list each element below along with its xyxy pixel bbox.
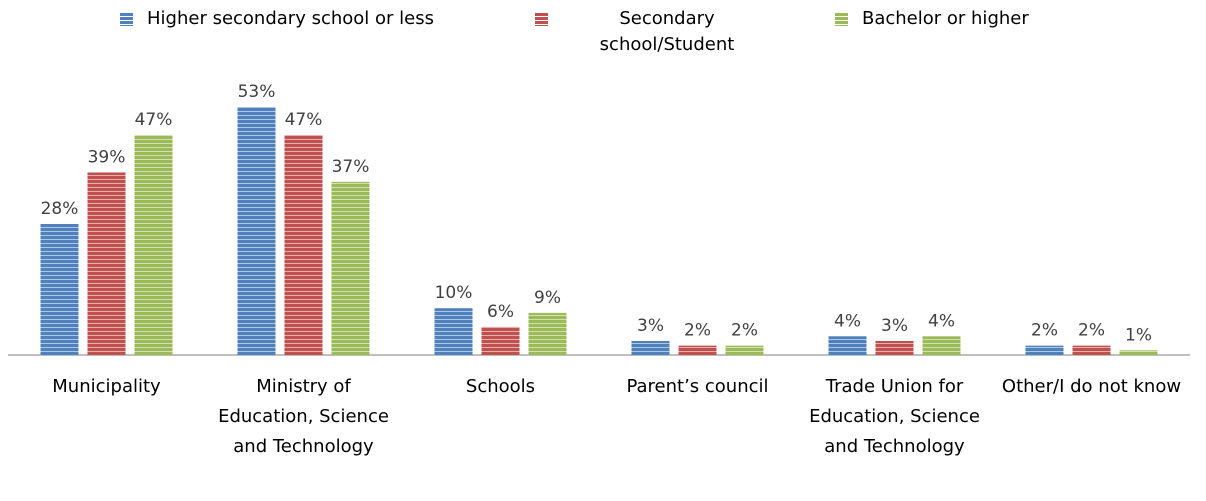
legend-swatch xyxy=(535,13,548,26)
category-label: Trade Union for Education, Science and T… xyxy=(809,376,980,457)
bar xyxy=(1072,345,1111,355)
data-label: 3% xyxy=(637,316,664,336)
bar xyxy=(134,135,173,355)
legend-item: Bachelor or higher xyxy=(835,6,1029,32)
category-label: Other/I do not know xyxy=(1001,376,1182,397)
bar xyxy=(1025,345,1064,355)
bar xyxy=(725,345,764,355)
data-label: 1% xyxy=(1125,325,1152,345)
bar xyxy=(87,172,126,355)
data-label: 3% xyxy=(881,316,908,336)
bar xyxy=(631,340,670,355)
data-label: 4% xyxy=(834,311,861,331)
bar xyxy=(1119,350,1158,355)
legend-item: Higher secondary school or less xyxy=(120,6,434,32)
data-label: 39% xyxy=(88,147,126,167)
legend-label: Bachelor or higher xyxy=(862,8,1029,29)
data-label: 2% xyxy=(731,321,758,341)
bar xyxy=(875,340,914,355)
legend-swatch xyxy=(835,13,848,26)
data-label: 2% xyxy=(684,321,711,341)
data-label: 9% xyxy=(534,288,561,308)
data-label: 6% xyxy=(487,302,514,322)
data-label: 10% xyxy=(435,283,473,303)
legend-item: Secondary school/Student xyxy=(535,6,772,58)
bar xyxy=(481,326,520,355)
data-label: 2% xyxy=(1031,321,1058,341)
bar xyxy=(528,312,567,355)
bar xyxy=(678,345,717,355)
bar xyxy=(284,135,323,355)
data-label: 53% xyxy=(238,82,276,102)
data-label: 2% xyxy=(1078,321,1105,341)
legend-label: Secondary school/Student xyxy=(599,8,735,55)
data-label: 47% xyxy=(285,110,323,130)
category-label: Schools xyxy=(465,376,536,397)
category-label: Parent’s council xyxy=(626,376,769,397)
data-label: 4% xyxy=(928,311,955,331)
data-label: 47% xyxy=(135,110,173,130)
bar xyxy=(434,308,473,355)
bar xyxy=(828,336,867,355)
legend-label: Higher secondary school or less xyxy=(147,8,434,29)
data-label: 37% xyxy=(332,157,370,177)
bar xyxy=(237,106,276,356)
category-label: Ministry of Education, Science and Techn… xyxy=(218,376,389,457)
data-label: 28% xyxy=(41,199,79,219)
bar xyxy=(40,223,79,355)
bar xyxy=(331,181,370,355)
legend-swatch xyxy=(120,13,133,26)
category-label: Municipality xyxy=(52,376,161,397)
bar xyxy=(922,336,961,355)
